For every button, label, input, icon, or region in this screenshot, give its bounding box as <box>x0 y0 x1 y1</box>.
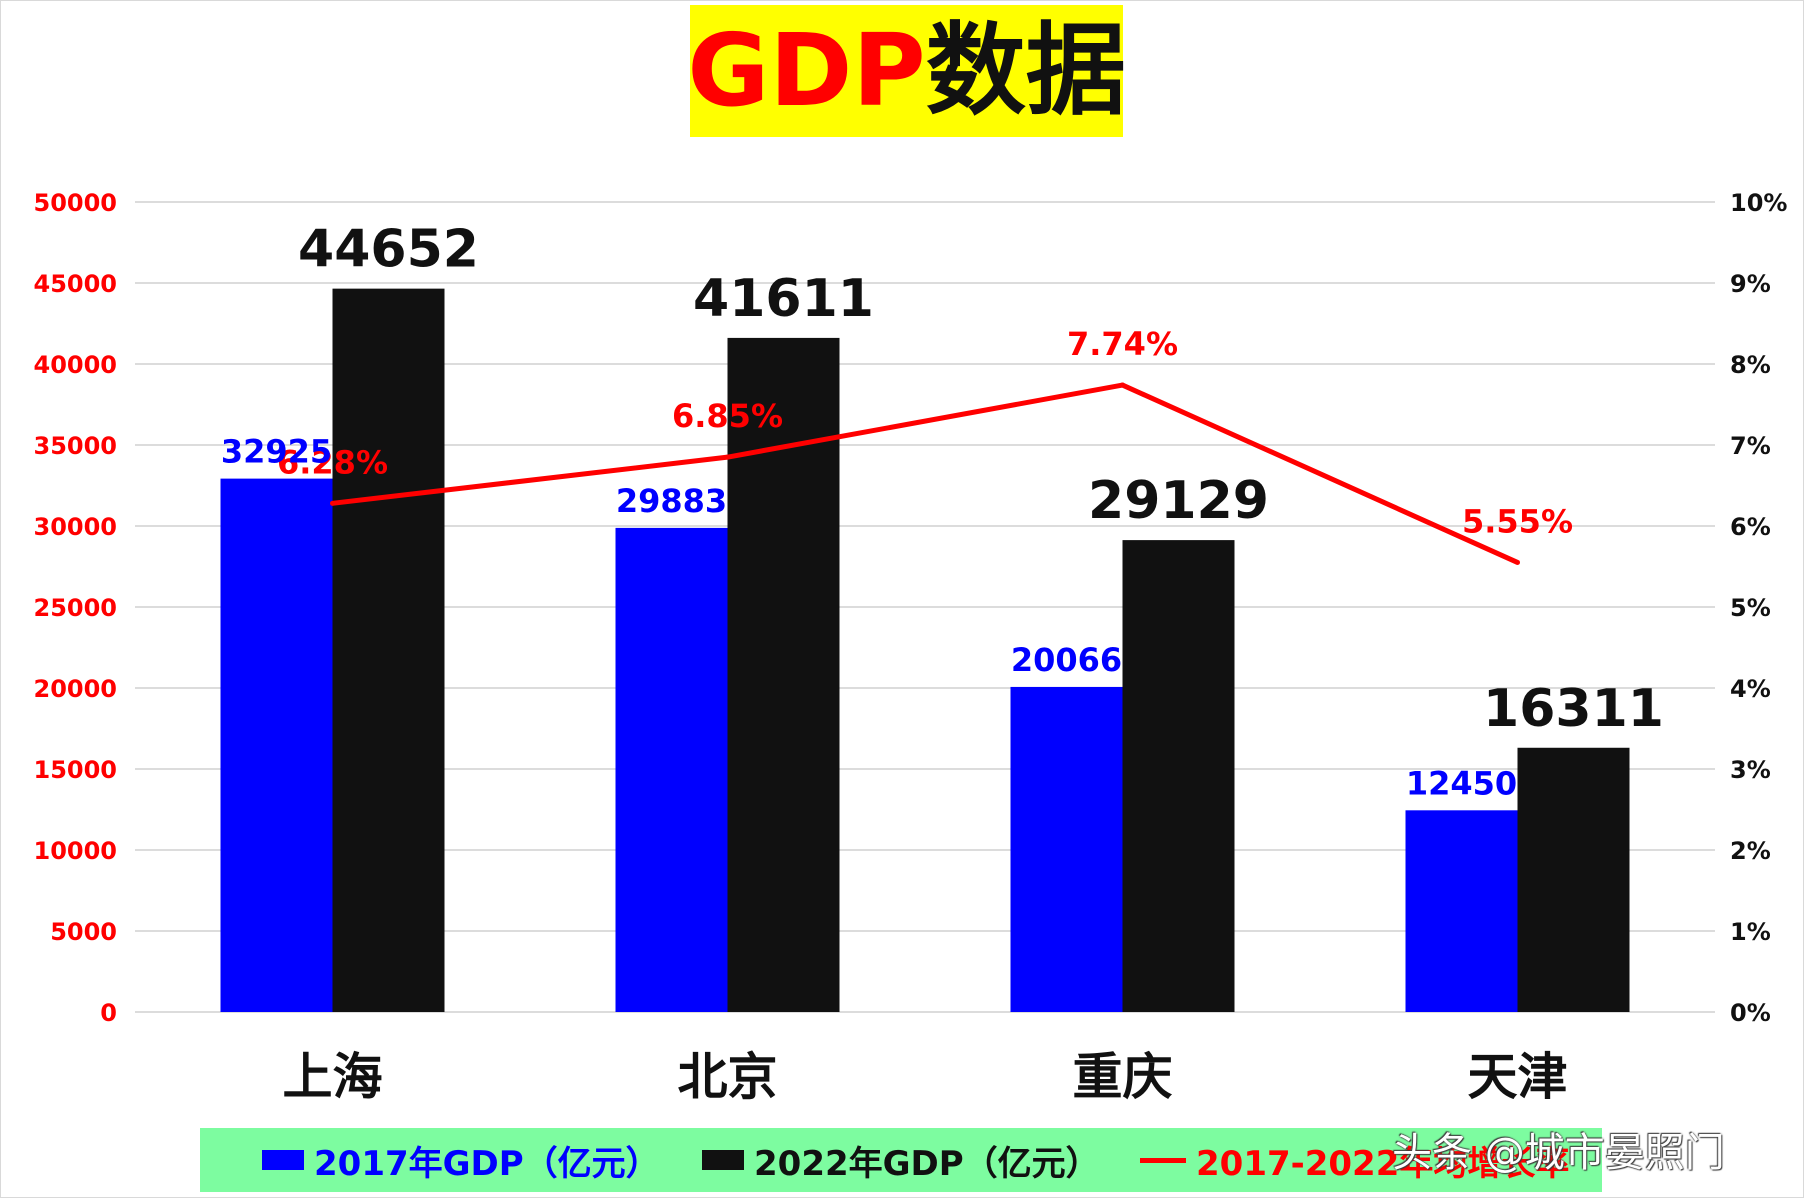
left-tick-label: 45000 <box>34 270 118 298</box>
legend-item-2017: 2017年GDP（亿元） <box>262 1128 660 1192</box>
data-label-2017: 20066 <box>1011 641 1122 679</box>
category-label: 天津 <box>1468 1048 1568 1106</box>
right-tick-label: 6% <box>1730 513 1771 541</box>
growth-label: 6.85% <box>672 397 783 435</box>
legend-item-growth: 2017-2022年均增长率 <box>1140 1128 1569 1192</box>
legend-label-2022: 2022年GDP（亿元） <box>754 1143 1100 1184</box>
data-label-2017: 12450 <box>1406 764 1517 802</box>
bar-2017 <box>220 478 333 1012</box>
left-tick-label: 35000 <box>34 432 118 460</box>
left-tick-label: 5000 <box>50 918 117 946</box>
bars-group <box>220 288 1630 1013</box>
growth-line-group: 6.28% 6.85% 7.74% 5.55% <box>277 325 1573 565</box>
left-tick-label: 15000 <box>34 756 118 784</box>
left-tick-label: 25000 <box>34 594 118 622</box>
category-label: 北京 <box>678 1048 778 1106</box>
bar-2022 <box>332 288 445 1013</box>
watermark-text: 头条 @城市晏照门 <box>1392 1130 1725 1176</box>
right-tick-label: 7% <box>1730 432 1771 460</box>
right-tick-label: 4% <box>1730 675 1771 703</box>
data-label-2022: 29129 <box>1088 471 1269 531</box>
right-tick-label: 1% <box>1730 918 1771 946</box>
growth-point <box>1120 382 1125 388</box>
legend-label-2017: 2017年GDP（亿元） <box>314 1143 660 1184</box>
growth-label: 5.55% <box>1462 502 1573 540</box>
category-label: 上海 <box>283 1048 383 1106</box>
bar-2017 <box>615 527 728 1012</box>
x-axis: 上海 北京 重庆 天津 <box>283 1048 1568 1106</box>
growth-point <box>725 454 730 460</box>
bar-2017 <box>1010 686 1123 1012</box>
left-tick-label: 40000 <box>34 351 118 379</box>
right-tick-label: 3% <box>1730 756 1771 784</box>
growth-point <box>1515 559 1520 565</box>
left-tick-label: 10000 <box>34 837 118 865</box>
chart-title: GDP 数据 <box>687 5 1126 137</box>
left-tick-label: 30000 <box>34 513 118 541</box>
right-tick-label: 9% <box>1730 270 1771 298</box>
left-tick-label: 0 <box>100 999 117 1027</box>
bar-2022 <box>1122 540 1235 1012</box>
data-label-2017: 29883 <box>616 482 727 520</box>
title-gdp: GDP <box>687 12 926 129</box>
bar-2017 <box>1405 810 1518 1012</box>
right-tick-label: 5% <box>1730 594 1771 622</box>
data-label-2022: 41611 <box>693 269 874 329</box>
right-y-axis: 0% 1% 2% 3% 4% 5% 6% 7% 8% 9% 10% <box>1730 189 1787 1027</box>
legend-swatch-2017 <box>262 1150 304 1170</box>
title-data: 数据 <box>925 12 1126 129</box>
legend-label-growth: 2017-2022年均增长率 <box>1196 1143 1570 1184</box>
legend-line-growth <box>1140 1157 1186 1163</box>
legend: 2017年GDP（亿元） 2022年GDP（亿元） 2017-2022年均增长率 <box>200 1128 1602 1192</box>
right-tick-label: 0% <box>1730 999 1771 1027</box>
legend-item-2022: 2022年GDP（亿元） <box>702 1128 1100 1192</box>
bar-2022 <box>1517 747 1630 1012</box>
legend-swatch-2022 <box>702 1150 744 1170</box>
data-label-2017: 32925 <box>221 433 332 471</box>
growth-label: 7.74% <box>1067 325 1178 363</box>
right-tick-label: 2% <box>1730 837 1771 865</box>
data-label-2022: 16311 <box>1483 679 1664 739</box>
growth-label: 6.28% <box>277 443 388 481</box>
bar-labels-group: 32925 44652 29883 41611 20066 29129 12450 16311 <box>221 220 1664 803</box>
right-tick-label: 8% <box>1730 351 1771 379</box>
left-tick-label: 20000 <box>34 675 118 703</box>
growth-line <box>332 382 1519 565</box>
data-label-2022: 44652 <box>298 220 479 280</box>
growth-point <box>330 500 335 506</box>
left-tick-label: 50000 <box>34 189 118 217</box>
bar-2022 <box>727 337 840 1012</box>
category-label: 重庆 <box>1073 1048 1173 1106</box>
right-tick-label: 10% <box>1730 189 1787 217</box>
left-y-axis: 0 5000 10000 15000 20000 25000 30000 35000 40000… <box>34 189 118 1027</box>
